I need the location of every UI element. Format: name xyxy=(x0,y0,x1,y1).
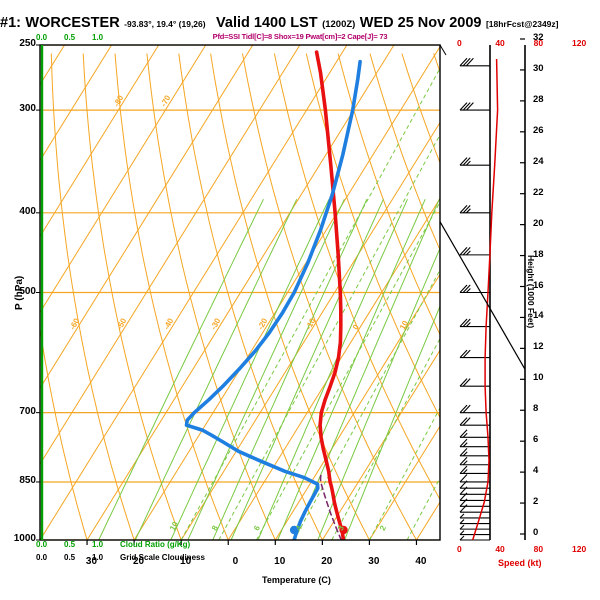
height-reference-line xyxy=(439,221,526,370)
wind-barb xyxy=(459,524,490,530)
surface-dewpoint-marker xyxy=(289,525,299,535)
wind-barb xyxy=(459,447,490,457)
wind-barb xyxy=(459,438,490,448)
wind-barb xyxy=(459,465,490,475)
wind-barb xyxy=(459,513,490,519)
skewt-plot-frame xyxy=(39,44,441,541)
surface-temperature-marker xyxy=(339,525,348,535)
wind-barb xyxy=(459,429,490,438)
profile-parcel xyxy=(319,472,342,540)
temperature-axis-label: Temperature (C) xyxy=(262,575,331,585)
pressure-axis-label: P (hPa) xyxy=(14,275,25,310)
skewt-gridlines xyxy=(40,45,440,540)
station-coords: -93.83°, 19.4° (19,26) xyxy=(124,19,206,29)
wind-barb xyxy=(459,318,490,328)
profile-dewpoint xyxy=(184,59,362,540)
forecast-tag: [18hrFcst@2349z] xyxy=(485,19,559,29)
wind-barb xyxy=(459,519,490,525)
wind-barb xyxy=(459,404,490,414)
chart-title-bar: #1: WORCESTER -93.83°, 19.4° (19,26) Val… xyxy=(0,14,600,34)
valid-time: Valid 1400 LST xyxy=(216,15,318,31)
wind-barb xyxy=(459,102,490,111)
speed-axis-label: Speed (kt) xyxy=(498,558,542,568)
wind-barb xyxy=(459,417,490,426)
stability-indices: Pfd=SSI Tidl[C]=8 Shox=19 Pwat[cm]=2 Cap… xyxy=(212,32,388,41)
wind-barb xyxy=(459,535,490,541)
profile-temperature xyxy=(314,50,346,540)
wind-barb xyxy=(459,284,490,294)
wind-speed-profile xyxy=(471,58,499,541)
wind-barb xyxy=(459,157,490,166)
valid-utc: (1200Z) xyxy=(322,19,356,30)
wind-barb xyxy=(459,474,490,483)
station-id: #1: xyxy=(0,15,21,31)
frame-corner-tick xyxy=(439,44,447,56)
wind-barb xyxy=(459,247,490,256)
wind-barb xyxy=(459,456,490,466)
valid-date: WED 25 Nov 2009 xyxy=(359,15,482,31)
wind-barb xyxy=(459,57,490,67)
height-axis-label: Height (1000 Feet) xyxy=(526,255,536,329)
wind-barb xyxy=(459,204,490,214)
station-name: WORCESTER xyxy=(25,15,120,31)
